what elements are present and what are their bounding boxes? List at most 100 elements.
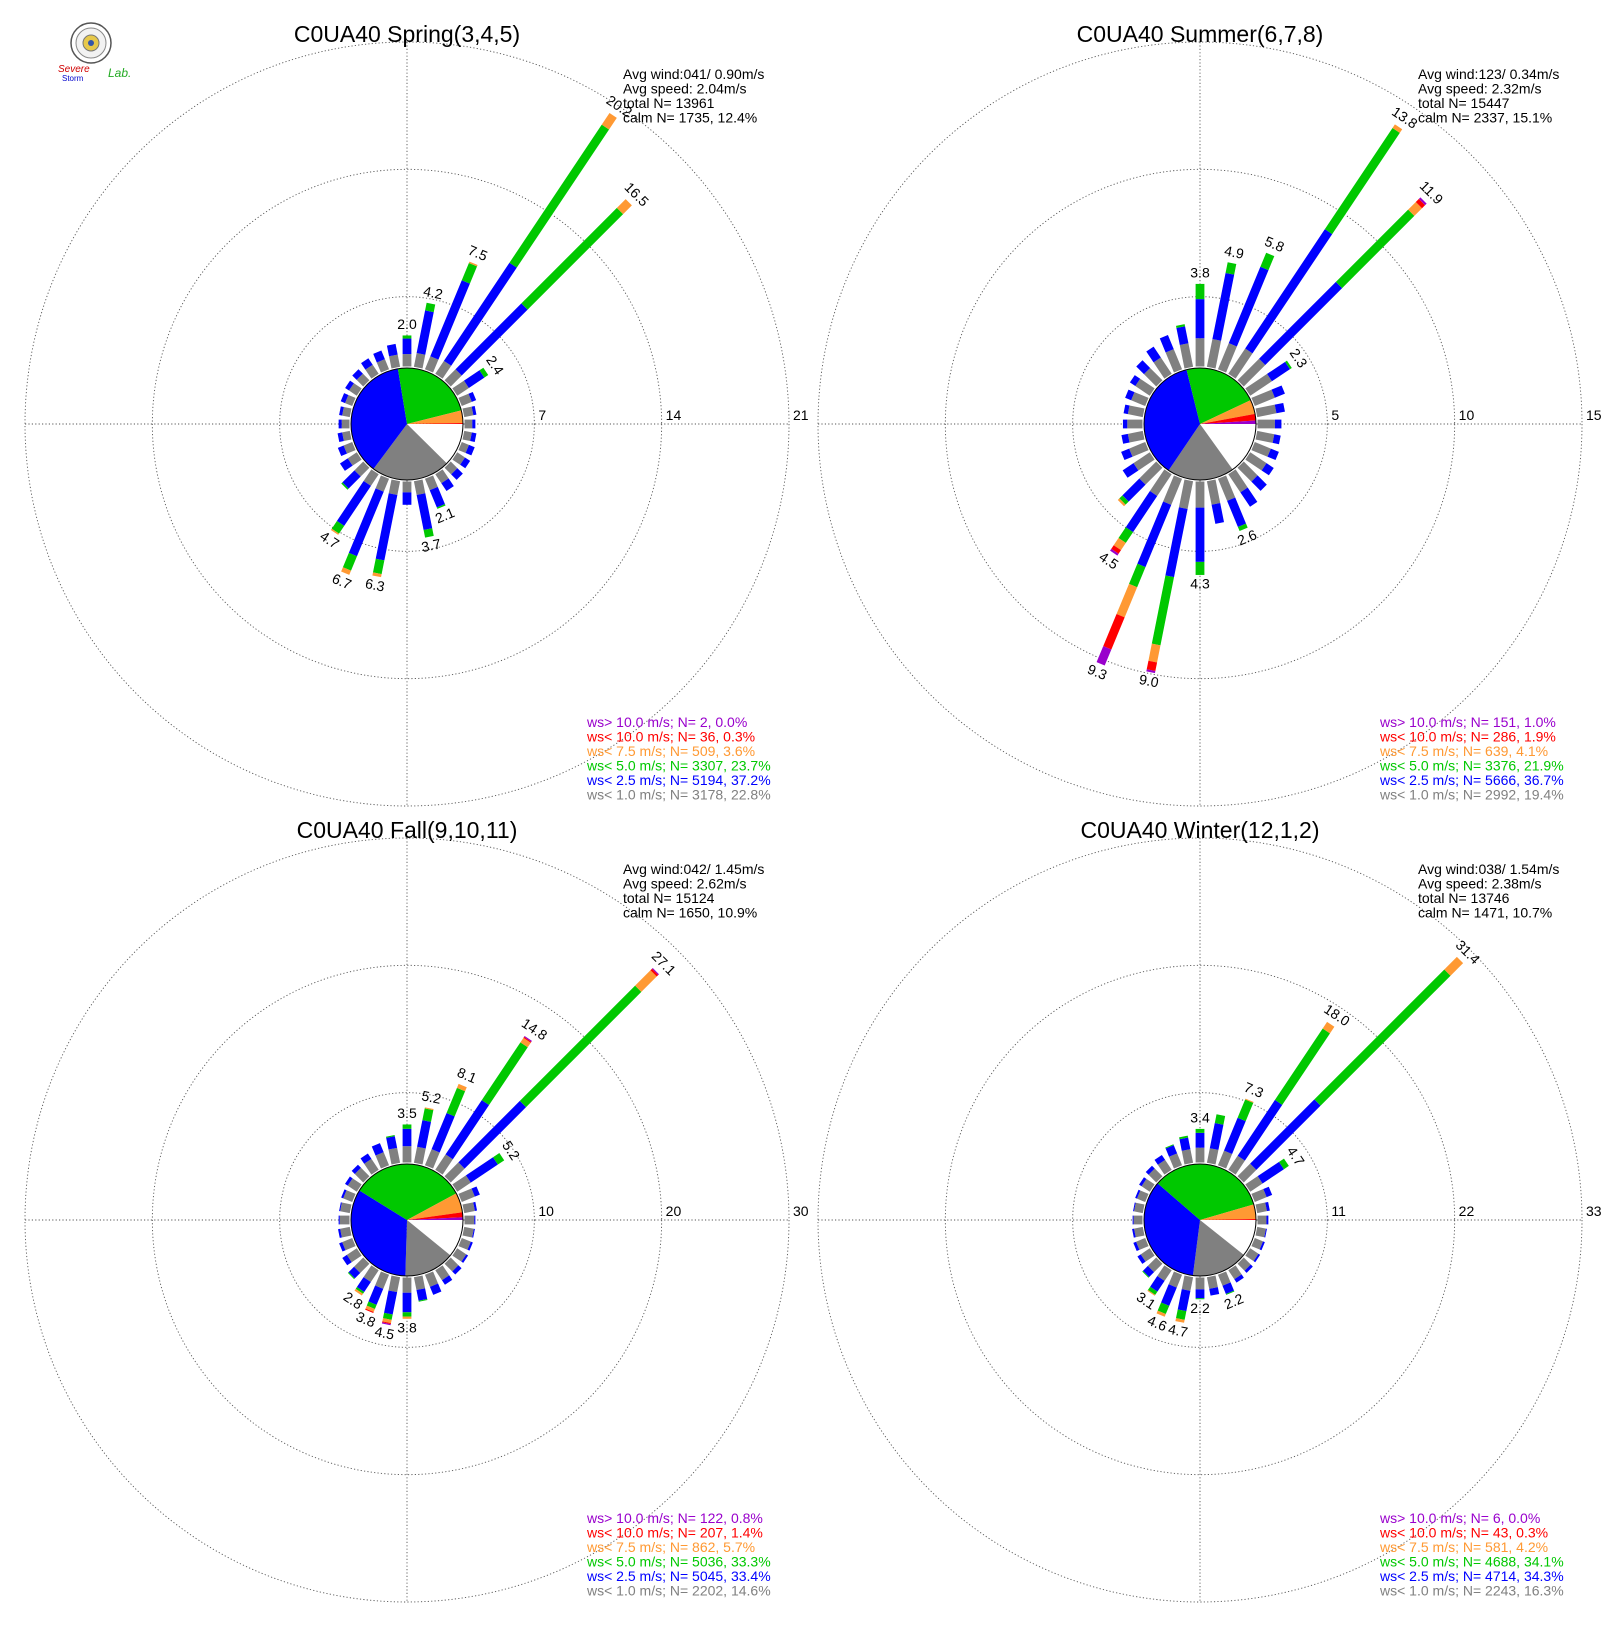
bar-segment-lt2_5 xyxy=(375,493,398,561)
bar-segment-lt5 xyxy=(509,124,610,268)
bar-label: 2.6 xyxy=(1235,526,1259,548)
bar-segment-lt1 xyxy=(435,1265,450,1281)
bar-segment-lt1 xyxy=(452,1248,467,1262)
range-ring xyxy=(1072,1092,1328,1348)
bar-segment-lt1 xyxy=(413,1275,426,1291)
bar-segment-lt2_5 xyxy=(1257,1161,1284,1184)
bar-segment-lt2_5 xyxy=(471,1186,480,1197)
bar-segment-lt2_5 xyxy=(458,1100,527,1169)
bar-segment-lt1 xyxy=(1134,1202,1145,1214)
bar-segment-lt2_5 xyxy=(345,1176,353,1186)
bar-segment-lt7_5 xyxy=(1113,538,1126,551)
windrose-panel-1: 7 14 212.04.27.520.216.52.42.13.76.36.74.7… xyxy=(24,21,809,807)
stats-line: Avg speed: 2.04m/s xyxy=(623,81,746,97)
bar-segment-lt1 xyxy=(1206,339,1222,369)
range-ring xyxy=(279,1092,535,1348)
bar-segment-lt2_5 xyxy=(341,1189,347,1199)
bar-label: 7.3 xyxy=(1242,1079,1266,1101)
bar-segment-lt1 xyxy=(345,394,356,407)
windrose-panel-2: 5 10 153.84.9 5.813.811.92.32.64.39.09.34.5… xyxy=(817,21,1602,807)
bar-segment-lt7_5 xyxy=(1408,201,1423,216)
core-slice-lt2_5 xyxy=(1144,369,1200,471)
bar-segment-lt2_5 xyxy=(1261,463,1274,476)
ring-label: 22 xyxy=(1459,1203,1475,1219)
bar-label: 5.8 xyxy=(1263,233,1287,255)
bar-segment-lt2_5 xyxy=(356,1277,371,1292)
bar-segment-lt1 xyxy=(340,1226,352,1238)
bar-segment-lt2_5 xyxy=(1195,1132,1205,1148)
bar-label: 2.1 xyxy=(433,504,457,526)
bar-segment-lt2_5 xyxy=(1223,1117,1246,1154)
bar-label: 3.8 xyxy=(1190,265,1210,281)
bar-segment-lt2_5 xyxy=(338,419,342,429)
bar-segment-lt1 xyxy=(1157,1265,1172,1281)
bar-segment-lt2_5 xyxy=(1133,1241,1140,1251)
bar-segment-lt5 xyxy=(1151,575,1175,646)
bar-segment-lt1 xyxy=(1217,475,1236,501)
bar-segment-lt1 xyxy=(1245,373,1272,396)
legend-entry-gt10: ws> 10.0 m/s; N= 151, 1.0% xyxy=(1379,714,1556,730)
panel-title: C0UA40 Spring(3,4,5) xyxy=(294,21,520,47)
stats-line: Avg wind:041/ 0.90m/s xyxy=(623,66,764,82)
windrose-panel-4: 11 22 333.47.318.031.44.72.22.24.74.63.1C0… xyxy=(817,817,1602,1603)
bar-segment-lt2_5 xyxy=(1122,419,1128,429)
bar-segment-lt1 xyxy=(1228,348,1253,379)
bar-segment-lt7_5 xyxy=(424,1107,434,1111)
bar-segment-lt5 xyxy=(1274,1028,1330,1105)
bar-segment-lt1 xyxy=(462,1226,474,1238)
ring-label: 30 xyxy=(793,1203,809,1219)
bar-segment-lt2_5 xyxy=(1165,1145,1178,1157)
logo-text-severe: Severe xyxy=(58,64,90,75)
bar-segment-lt1 xyxy=(1181,1149,1194,1165)
bar-segment-lt1 xyxy=(1127,430,1145,443)
bar-segment-lt5 xyxy=(446,1087,466,1117)
bar-segment-lt1 xyxy=(354,1257,370,1273)
panel-title: C0UA40 Fall(9,10,11) xyxy=(297,817,518,843)
core-slice-lt1 xyxy=(405,1220,451,1277)
bar-segment-lt5 xyxy=(479,367,489,378)
bar-segment-lt1 xyxy=(1228,469,1248,493)
bar-segment-lt2_5 xyxy=(386,343,398,357)
legend-entry-lt10: ws< 10.0 m/s; N= 36, 0.3% xyxy=(586,729,755,745)
bar-segment-lt1 xyxy=(376,359,390,373)
bar-segment-lt5 xyxy=(385,1135,395,1138)
bar-segment-lt7_5 xyxy=(635,970,657,992)
direction-bars: 3.55.28.114.827.15.23.84.53.82.8 xyxy=(338,948,679,1343)
bar-segment-lt5 xyxy=(1285,360,1292,370)
bar-segment-lt1 xyxy=(1255,1202,1267,1214)
legend-entry-lt10: ws< 10.0 m/s; N= 286, 1.9% xyxy=(1379,729,1556,745)
bar-segment-lt2_5 xyxy=(1165,507,1188,578)
bar-label: 3.4 xyxy=(1190,1110,1210,1126)
bar-segment-lt1 xyxy=(341,419,350,429)
bar-segment-lt5 xyxy=(1195,283,1205,300)
bar-segment-lt2_5 xyxy=(1161,1284,1177,1306)
bar-segment-lt1 xyxy=(444,369,462,387)
bar-segment-lt2_5 xyxy=(371,1143,384,1156)
bar-segment-lt5 xyxy=(519,985,642,1108)
bar-segment-lt1 xyxy=(1255,1226,1266,1238)
bar-segment-lt2_5 xyxy=(1234,1274,1244,1283)
bar-segment-lt2_5 xyxy=(1146,346,1161,363)
legend-entry-lt1: ws< 1.0 m/s; N= 2992, 19.4% xyxy=(1379,787,1564,803)
bar-segment-lt1 xyxy=(364,1158,379,1175)
bar-segment-lt10 xyxy=(382,1321,391,1325)
bar-segment-lt2_5 xyxy=(443,262,517,366)
bar-segment-lt1 xyxy=(1206,479,1221,505)
bar-segment-lt1 xyxy=(1136,1237,1149,1250)
bar-segment-lt2_5 xyxy=(416,493,433,530)
bar-segment-lt2_5 xyxy=(360,1153,372,1164)
bar-segment-lt1 xyxy=(1245,1176,1263,1192)
bar-segment-lt2_5 xyxy=(368,1285,384,1305)
bar-label: 4.9 xyxy=(1223,242,1245,262)
bar-segment-lt2_5 xyxy=(441,1275,453,1285)
bar-segment-lt1 xyxy=(1237,1257,1251,1271)
bar-segment-lt1 xyxy=(365,364,379,379)
bar-segment-lt5 xyxy=(1195,1298,1205,1300)
core-slice-lt5 xyxy=(397,368,462,424)
bar-segment-lt2_5 xyxy=(402,338,412,355)
bar-segment-lt1 xyxy=(1255,430,1275,443)
core-pie xyxy=(350,367,464,481)
bar-segment-lt1 xyxy=(1251,1237,1264,1250)
stats-line: Avg speed: 2.32m/s xyxy=(1418,81,1541,97)
bar-segment-lt2_5 xyxy=(1129,375,1141,387)
